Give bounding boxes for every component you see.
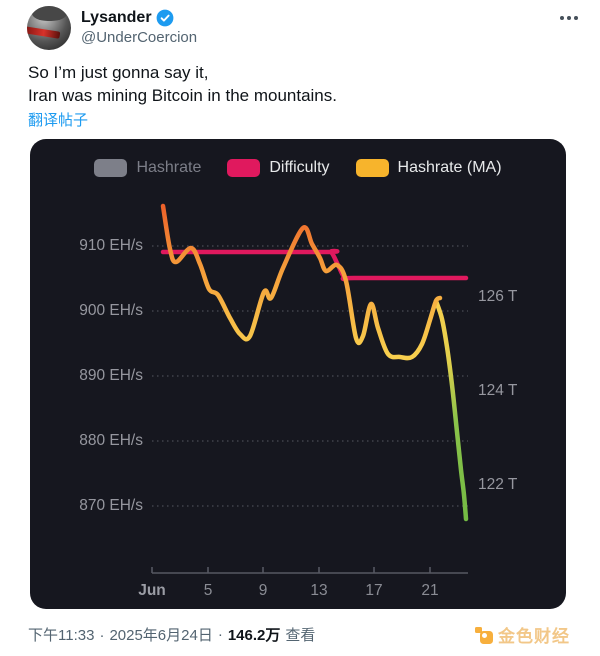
- more-dot-icon: [574, 16, 578, 20]
- translate-link[interactable]: 翻译帖子: [28, 112, 89, 129]
- more-dot-icon: [567, 16, 571, 20]
- y-axis-left-label: 870 EH/s: [79, 497, 143, 514]
- avatar[interactable]: [27, 6, 71, 50]
- tweet-text-line-2: Iran was mining Bitcoin in the mountains…: [28, 86, 337, 105]
- tweet-footer: 下午11:33 · 2025年6月24日 · 146.2万 查看 金色财经: [0, 609, 600, 647]
- tweet-text-line-1: So I’m just gonna say it,: [28, 63, 209, 82]
- y-axis-right-label: 122 T: [478, 476, 518, 493]
- author-handle[interactable]: @UnderCoercion: [81, 29, 198, 46]
- avatar-laser-detail: [27, 26, 61, 39]
- verified-badge-icon: [156, 9, 174, 27]
- watermark-logo-icon: [475, 626, 493, 644]
- chart-legend: Hashrate Difficulty Hashrate (MA): [30, 159, 566, 177]
- watermark-text: 金色财经: [498, 627, 570, 646]
- y-axis-left-label: 910 EH/s: [79, 237, 143, 254]
- legend-label: Hashrate (MA): [397, 159, 502, 176]
- x-axis-label: Jun: [138, 582, 166, 599]
- legend-item-difficulty: Difficulty: [227, 159, 330, 177]
- x-axis-label: 5: [203, 582, 213, 599]
- time-text: 下午11:33: [28, 627, 95, 644]
- separator-dot: ·: [217, 626, 223, 643]
- author-block: Lysander @UnderCoercion: [81, 6, 552, 46]
- more-button[interactable]: [552, 6, 586, 30]
- timestamp[interactable]: 下午11:33 · 2025年6月24日: [28, 624, 213, 645]
- author-name[interactable]: Lysander: [81, 9, 152, 26]
- views-count: 146.2万: [227, 627, 281, 644]
- x-axis-label: 21: [421, 582, 439, 599]
- watermark: 金色财经: [475, 622, 570, 647]
- x-axis-label: 13: [310, 582, 328, 599]
- tweet-header: Lysander @UnderCoercion: [0, 0, 600, 50]
- avatar-helmet-detail: [32, 6, 67, 21]
- date-text: 2025年6月24日: [109, 627, 213, 644]
- legend-swatch-hashrate: [94, 159, 128, 177]
- chart-plot: [151, 203, 469, 574]
- views-label: 查看: [285, 627, 316, 644]
- legend-label: Difficulty: [269, 159, 330, 176]
- legend-label: Hashrate: [136, 159, 202, 176]
- chart-image[interactable]: Hashrate Difficulty Hashrate (MA) 910 EH…: [30, 139, 566, 609]
- legend-swatch-hashrate-ma: [355, 159, 389, 177]
- y-axis-right-label: 124 T: [478, 382, 518, 399]
- y-axis-left-label: 880 EH/s: [79, 432, 143, 449]
- legend-swatch-difficulty: [227, 159, 261, 177]
- x-axis-label: 9: [258, 582, 268, 599]
- y-axis-left-label: 890 EH/s: [79, 367, 143, 384]
- y-axis-right-label: 126 T: [478, 288, 518, 305]
- more-dot-icon: [560, 16, 564, 20]
- separator-dot: ·: [99, 627, 105, 644]
- y-axis-left-label: 900 EH/s: [79, 302, 143, 319]
- x-axis-label: 17: [365, 582, 383, 599]
- legend-item-hashrate-ma: Hashrate (MA): [355, 159, 502, 177]
- tweet-text: So I’m just gonna say it, Iran was minin…: [0, 50, 600, 107]
- legend-item-hashrate: Hashrate: [94, 159, 201, 177]
